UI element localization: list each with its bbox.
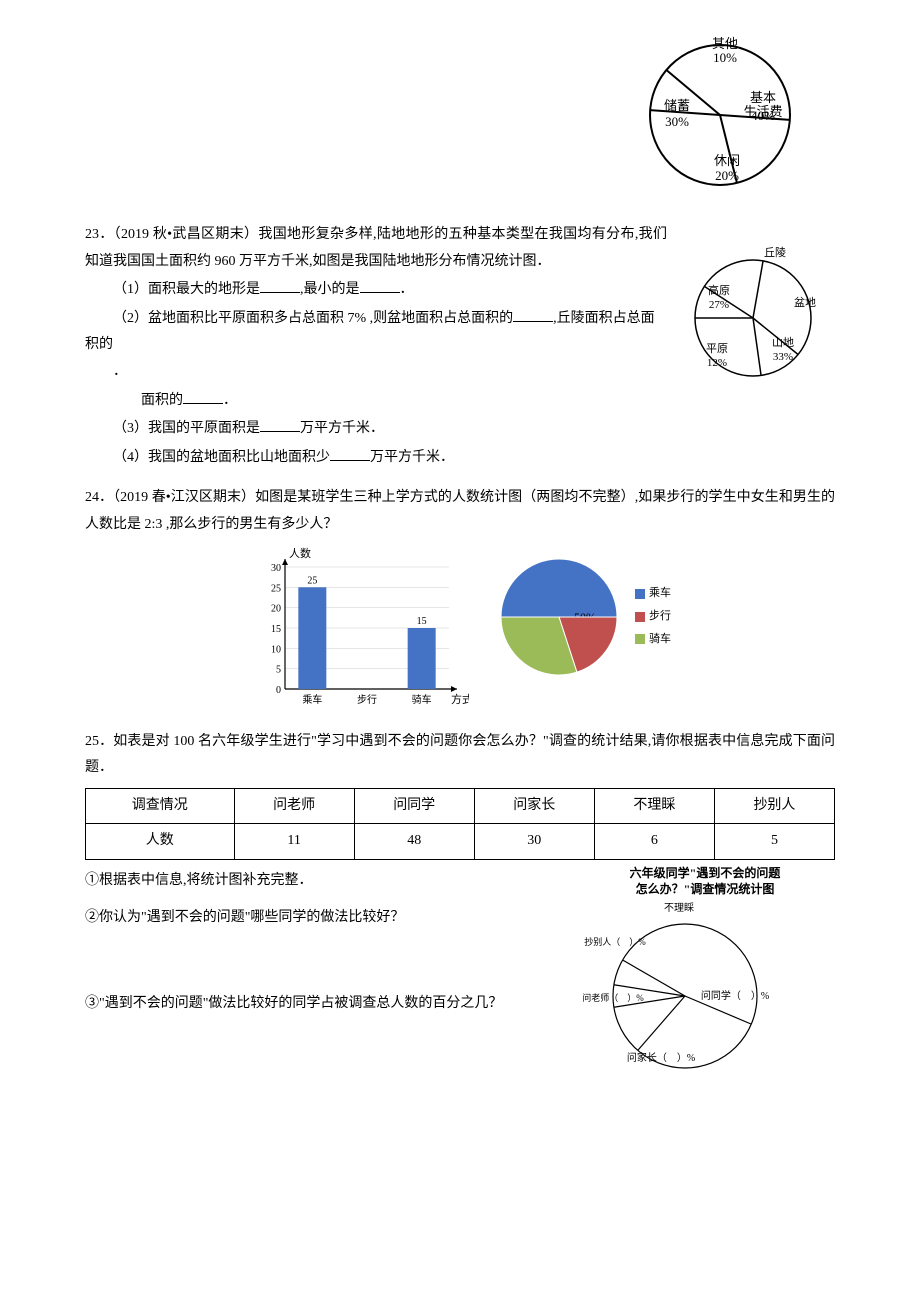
table-cell: 11 <box>234 824 354 860</box>
q25-sub1: ①根据表中信息,将统计图补充完整． <box>85 868 565 895</box>
table-cell: 48 <box>354 824 474 860</box>
table-header-cell: 问老师 <box>234 788 354 824</box>
q24-charts: 051015202530人数方式25乘车步行15骑车 50% 乘车步行骑车 <box>85 547 835 717</box>
svg-text:抄别人（ ）%: 抄别人（ ）% <box>584 936 646 947</box>
svg-text:40%: 40% <box>751 108 775 123</box>
text: （3）我国的平原面积是 <box>113 421 260 436</box>
blank <box>360 279 400 293</box>
svg-text:27%: 27% <box>709 299 729 311</box>
svg-text:乘车: 乘车 <box>302 693 322 706</box>
blank <box>330 447 370 461</box>
q23-pie-chart: 丘陵盆地山地 33% 平原 12% 高原 27% <box>675 246 835 396</box>
q25-num: 25． <box>85 734 113 749</box>
q25-pie-chart: 问同学（ ）% 问家长（ ）% 问老师（ ）% 抄别人（ ）% 不理睬 <box>575 901 815 1096</box>
legend-item: 步行 <box>635 606 671 627</box>
q24-source: （2019 春•江汉区期末） <box>113 490 255 505</box>
table-cell: 6 <box>594 824 714 860</box>
q24-intro: 24．（2019 春•江汉区期末）如图是某班学生三种上学方式的人数统计图（两图均… <box>85 485 835 538</box>
svg-text:丘陵: 丘陵 <box>764 246 786 259</box>
q25-sub2: ②你认为"遇到不会的问题"哪些同学的做法比较好？ <box>85 905 565 932</box>
q25-intro: 25．如表是对 100 名六年级学生进行"学习中遇到不会的问题你会怎么办？"调查… <box>85 729 835 782</box>
table-header-cell: 问同学 <box>354 788 474 824</box>
table-cell: 30 <box>474 824 594 860</box>
question-25: 25．如表是对 100 名六年级学生进行"学习中遇到不会的问题你会怎么办？"调查… <box>85 729 835 1107</box>
table-cell: 5 <box>714 824 834 860</box>
q25-pie-container: 六年级同学"遇到不会的问题 怎么办？"调查情况统计图 问同学（ ）% 问家长（ ）… <box>575 866 835 1107</box>
text: （1）面积最大的地形是 <box>113 282 260 297</box>
q23-sub4: （4）我国的盆地面积比山地面积少 万平方千米． <box>85 445 835 472</box>
svg-text:10: 10 <box>271 644 281 655</box>
svg-text:25: 25 <box>271 583 281 594</box>
q24-num: 24． <box>85 490 113 505</box>
svg-text:方式: 方式 <box>451 692 469 706</box>
svg-text:步行: 步行 <box>357 693 377 706</box>
svg-text:12%: 12% <box>707 357 727 369</box>
svg-text:问家长（ ）%: 问家长（ ）% <box>627 1051 695 1064</box>
text: （4）我国的盆地面积比山地面积少 <box>113 450 330 465</box>
text: ,最小的是 <box>300 282 360 297</box>
svg-text:15: 15 <box>417 616 427 627</box>
svg-text:盆地: 盆地 <box>794 295 816 309</box>
legend-item: 骑车 <box>635 629 671 650</box>
q25-sub3: ③"遇到不会的问题"做法比较好的同学占被调查总人数的百分之几？ <box>85 991 565 1018</box>
svg-text:25: 25 <box>307 575 317 586</box>
table-header-cell: 问家长 <box>474 788 594 824</box>
svg-text:高原: 高原 <box>708 283 730 297</box>
q23-num: 23． <box>85 227 114 242</box>
q25-intro-text: 如表是对 100 名六年级学生进行"学习中遇到不会的问题你会怎么办？"调查的统计… <box>85 734 835 776</box>
table-header-cell: 调查情况 <box>86 788 235 824</box>
q23-source: （2019 秋•武昌区期末） <box>114 227 259 242</box>
table-header-cell: 抄别人 <box>714 788 834 824</box>
svg-text:其他: 其他 <box>712 36 738 51</box>
q24-bar-chart: 0 5 10 15 20 25 30 人数方式 25 乘车 步行 15 骑车 <box>249 547 469 717</box>
svg-text:人数: 人数 <box>289 547 311 560</box>
blank <box>260 279 300 293</box>
legend-item: 乘车 <box>635 583 671 604</box>
blank <box>183 390 223 404</box>
text: 六年级同学"遇到不会的问题 <box>630 866 781 880</box>
text: ． <box>400 282 414 297</box>
text: ． <box>85 364 127 379</box>
table-row: 人数11483065 <box>86 824 835 860</box>
svg-text:10%: 10% <box>713 50 737 65</box>
q23-sub3: （3）我国的平原面积是 万平方千米． <box>85 416 835 443</box>
svg-text:问同学（ ）%: 问同学（ ）% <box>701 989 769 1002</box>
svg-text:问老师（ ）%: 问老师（ ）% <box>582 992 644 1003</box>
svg-text:储蓄: 储蓄 <box>664 98 690 113</box>
svg-text:20: 20 <box>271 603 281 614</box>
blank <box>513 308 553 322</box>
table-cell: 人数 <box>86 824 235 860</box>
svg-text:基本: 基本 <box>750 90 776 105</box>
svg-text:30%: 30% <box>665 114 689 129</box>
text: （2）盆地面积比平原面积多占总面积 7% ,则盆地面积占总面积的 <box>113 311 513 326</box>
svg-text:不理睬: 不理睬 <box>664 902 694 914</box>
q25-pie-title: 六年级同学"遇到不会的问题 怎么办？"调查情况统计图 <box>575 866 835 897</box>
svg-text:30: 30 <box>271 563 281 574</box>
question-23: 丘陵盆地山地33%平原12%高原27% 23．（2019 秋•武昌区期末）我国地… <box>85 222 835 473</box>
question-24: 24．（2019 春•江汉区期末）如图是某班学生三种上学方式的人数统计图（两图均… <box>85 485 835 716</box>
q22-pie-chart: 基本生活费40%休闲20%储蓄30%其他10% <box>635 30 835 210</box>
svg-text:5: 5 <box>276 664 281 675</box>
table-header-row: 调查情况问老师问同学问家长不理睬抄别人 <box>86 788 835 824</box>
svg-text:平原: 平原 <box>706 343 728 355</box>
q24-pie-chart: 50% <box>489 547 629 687</box>
text: 万平方千米． <box>370 450 454 465</box>
pie-svg: 基本生活费40%休闲20%储蓄30%其他10% <box>635 30 835 210</box>
text: 万平方千米． <box>300 421 384 436</box>
svg-text:0: 0 <box>276 685 281 696</box>
q24-legend: 乘车步行骑车 <box>635 581 671 652</box>
svg-text:15: 15 <box>271 624 281 635</box>
text: 怎么办？"调查情况统计图 <box>636 882 775 896</box>
blank <box>260 418 300 432</box>
q25-table: 调查情况问老师问同学问家长不理睬抄别人 人数11483065 <box>85 788 835 860</box>
question-22-figure: 基本生活费40%休闲20%储蓄30%其他10% <box>85 30 835 210</box>
svg-text:20%: 20% <box>715 168 739 183</box>
pie-svg: 丘陵盆地山地 33% 平原 12% 高原 27% <box>675 246 835 396</box>
svg-text:休闲: 休闲 <box>714 153 740 168</box>
svg-text:33%: 33% <box>773 351 793 363</box>
table-header-cell: 不理睬 <box>594 788 714 824</box>
svg-text:山地: 山地 <box>772 336 794 349</box>
svg-text:骑车: 骑车 <box>412 693 432 706</box>
